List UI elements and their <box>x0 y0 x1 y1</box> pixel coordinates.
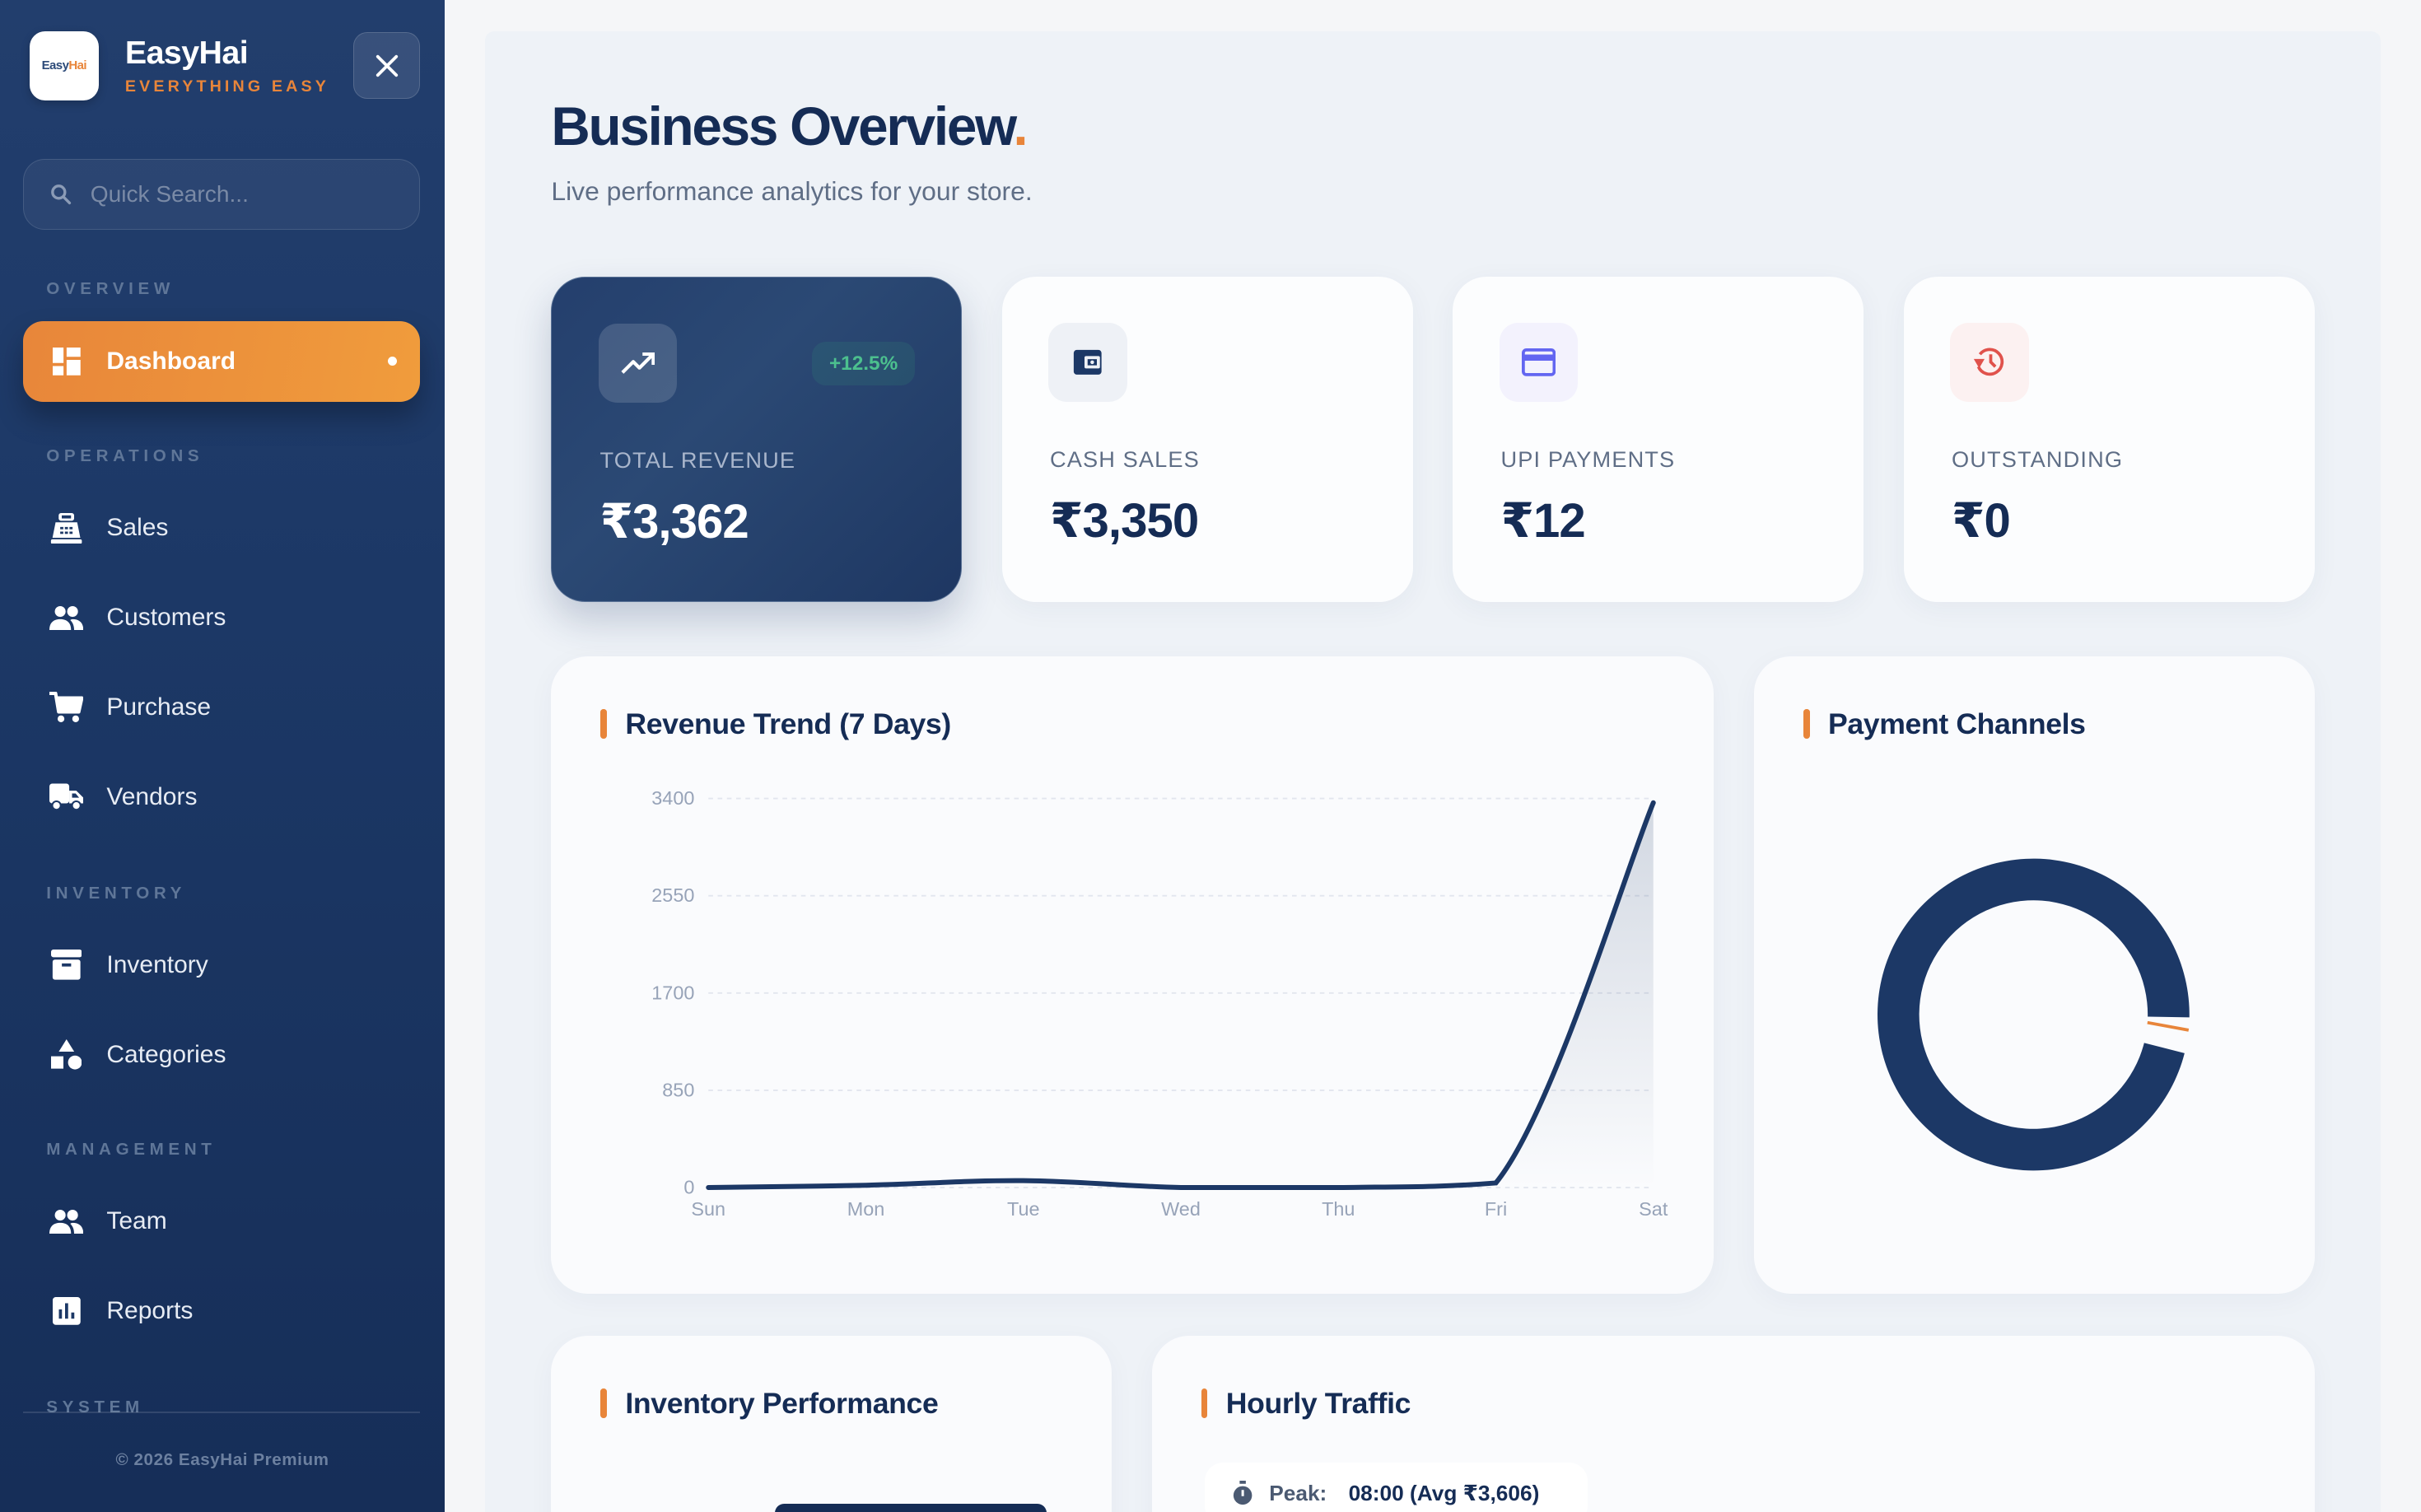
sidebar-item-sales[interactable]: Sales <box>23 488 420 569</box>
kpi-value: ₹3,350 <box>1050 494 1199 548</box>
stopwatch-icon <box>1234 1481 1252 1505</box>
brand[interactable]: Easy Hai EasyHai EVERYTHING EASY <box>29 30 329 100</box>
hourly-traffic-card: Hourly Traffic Peak: 08:00 (Avg ₹3,606) <box>1151 1335 2315 1512</box>
card-title: Inventory Performance <box>625 1386 939 1420</box>
payment-channels-donut[interactable] <box>1754 656 2315 1294</box>
cash-register-icon <box>49 511 83 545</box>
kpi-value: ₹0 <box>1952 494 2011 548</box>
svg-text:Sun: Sun <box>692 1198 726 1220</box>
search-icon <box>51 184 72 205</box>
accent-bar <box>600 1388 607 1419</box>
payment-channels-card: Payment Channels <box>1754 656 2315 1295</box>
page-title: Business Overview. <box>551 96 1028 157</box>
svg-text:2550: 2550 <box>652 884 695 906</box>
dashboard-icon <box>49 344 83 378</box>
inventory-bar[interactable] <box>775 1504 1047 1512</box>
people-icon <box>49 1205 84 1239</box>
growth-badge: +12.5% <box>812 342 915 385</box>
archive-box-icon <box>49 948 83 982</box>
section-inventory: INVENTORY <box>46 883 186 903</box>
logo: Easy Hai <box>29 30 99 100</box>
card-title: Revenue Trend (7 Days) <box>625 707 951 740</box>
kpi-value: ₹3,362 <box>599 495 749 549</box>
sidebar: EasyHai EasyHai EVERYTHING EASY OVERVIEW… <box>0 0 445 1512</box>
sidebar-item-reports[interactable]: Reports <box>23 1271 420 1351</box>
close-sidebar-button[interactable] <box>353 32 420 99</box>
copyright: © 2026 EasyHai Premium <box>115 1449 329 1469</box>
svg-text:Thu: Thu <box>1322 1198 1355 1220</box>
sidebar-item-purchase[interactable]: Purchase <box>23 667 420 748</box>
section-management: MANAGEMENT <box>46 1139 217 1159</box>
accent-bar <box>1201 1388 1208 1419</box>
section-system: SYSTEM <box>46 1397 144 1416</box>
sidebar-item-inventory[interactable]: Inventory <box>23 925 420 1006</box>
kpi-label: UPI PAYMENTS <box>1500 446 1676 472</box>
accent-bar <box>1803 709 1810 740</box>
kpi-value: ₹12 <box>1500 494 1586 548</box>
svg-text:Mon: Mon <box>847 1198 885 1220</box>
page-subtitle: Live performance analytics for your stor… <box>551 175 1033 206</box>
shapes-icon <box>49 1038 83 1071</box>
section-overview: OVERVIEW <box>46 279 175 299</box>
card-title: Hourly Traffic <box>1225 1386 1411 1420</box>
kpi-outstanding[interactable]: OUTSTANDING ₹0 <box>1903 276 2315 603</box>
kpi-label: CASH SALES <box>1050 446 1200 472</box>
kpi-label: TOTAL REVENUE <box>599 446 796 473</box>
sidebar-divider <box>23 1411 420 1413</box>
sidebar-item-vendors[interactable]: Vendors <box>23 757 420 838</box>
peak-indicator: Peak: 08:00 (Avg ₹3,606) <box>1204 1462 1588 1512</box>
close-icon <box>376 54 398 77</box>
accent-bar <box>600 709 607 740</box>
card-title: Payment Channels <box>1828 707 2086 740</box>
kpi-cash-sales[interactable]: CASH SALES ₹3,350 <box>1001 276 1413 603</box>
people-icon <box>49 600 84 634</box>
svg-text:0: 0 <box>684 1176 695 1197</box>
brand-tagline: EVERYTHING EASY <box>124 77 329 96</box>
revenue-line-chart[interactable]: 0 850 1700 2550 3400 Sun Mon Tue Wed Thu Fri Sat <box>551 656 1714 1294</box>
revenue-trend-card: Revenue Trend (7 Days) 0 850 1700 2550 3400 S… <box>551 656 1714 1295</box>
sidebar-item-team[interactable]: Team <box>23 1181 420 1262</box>
cart-icon <box>49 690 84 724</box>
inventory-performance-card: Inventory Performance <box>551 1335 1112 1512</box>
kpi-label: OUTSTANDING <box>1952 446 2124 472</box>
quick-search[interactable] <box>23 159 420 231</box>
active-indicator <box>387 357 397 366</box>
bar-chart-icon <box>49 1294 83 1328</box>
history-icon <box>1950 322 2029 402</box>
section-operations: OPERATIONS <box>46 446 204 465</box>
truck-icon <box>49 780 84 814</box>
brand-name: EasyHai <box>124 34 249 71</box>
sidebar-item-categories[interactable]: Categories <box>23 1015 420 1095</box>
svg-text:Tue: Tue <box>1007 1198 1040 1220</box>
kpi-upi-payments[interactable]: UPI PAYMENTS ₹12 <box>1453 276 1864 603</box>
svg-text:Fri: Fri <box>1485 1198 1507 1220</box>
sidebar-item-dashboard[interactable]: Dashboard <box>23 321 420 402</box>
kpi-total-revenue[interactable]: +12.5% TOTAL REVENUE ₹3,362 <box>551 276 963 603</box>
svg-text:1700: 1700 <box>652 982 695 1003</box>
sidebar-item-customers[interactable]: Customers <box>23 577 420 658</box>
trending-up-icon <box>598 323 678 403</box>
svg-text:Wed: Wed <box>1162 1198 1201 1220</box>
credit-card-icon <box>1499 322 1579 402</box>
svg-text:3400: 3400 <box>652 787 695 809</box>
svg-text:850: 850 <box>663 1079 695 1100</box>
svg-text:Sat: Sat <box>1640 1198 1669 1220</box>
wallet-icon <box>1048 322 1127 402</box>
search-input[interactable] <box>90 181 384 208</box>
